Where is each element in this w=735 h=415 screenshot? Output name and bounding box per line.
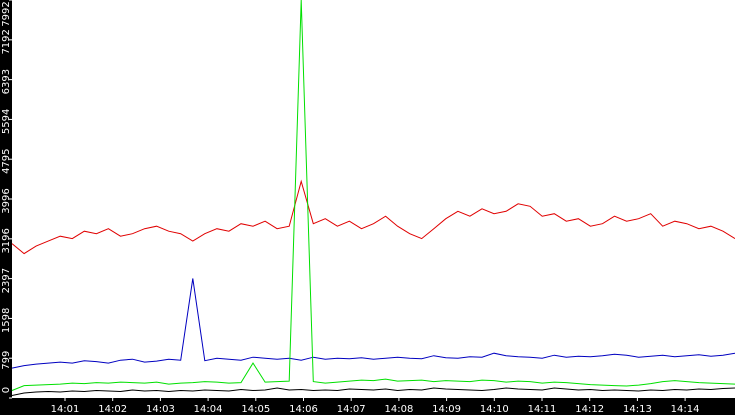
y-tick-label: 7992 <box>1 1 12 26</box>
x-tick-label: 14:14 <box>671 404 700 415</box>
x-tick-label: 14:12 <box>575 404 604 415</box>
y-tick-label: 7192 <box>1 29 12 54</box>
x-axis-strip <box>0 398 735 415</box>
series-line <box>11 387 735 396</box>
series-line <box>11 278 735 369</box>
x-tick-label: 14:11 <box>528 404 557 415</box>
y-tick-label: 3996 <box>1 188 12 213</box>
y-tick-label: 2397 <box>1 268 12 293</box>
x-tick-label: 14:04 <box>194 404 223 415</box>
y-tick-label: 799 <box>1 351 12 370</box>
y-axis-strip <box>0 0 12 415</box>
x-tick-label: 14:08 <box>384 404 413 415</box>
x-tick-label: 14:06 <box>289 404 318 415</box>
x-tick-label: 14:02 <box>98 404 127 415</box>
y-tick-label: 4795 <box>1 148 12 173</box>
series-line <box>11 179 735 255</box>
x-tick-label: 14:07 <box>337 404 366 415</box>
x-tick-label: 14:09 <box>432 404 461 415</box>
x-tick-label: 14:01 <box>51 404 80 415</box>
y-tick-label: 0 <box>1 387 12 393</box>
x-tick-label: 14:13 <box>623 404 652 415</box>
x-tick-label: 14:05 <box>241 404 270 415</box>
y-tick-label: 5594 <box>1 109 12 134</box>
y-tick-label: 6393 <box>1 69 12 94</box>
x-tick-label: 14:10 <box>480 404 509 415</box>
series-line <box>11 0 735 391</box>
y-tick-label: 1598 <box>1 308 12 333</box>
x-tick-label: 14:03 <box>146 404 175 415</box>
y-tick-label: 3196 <box>1 228 12 253</box>
